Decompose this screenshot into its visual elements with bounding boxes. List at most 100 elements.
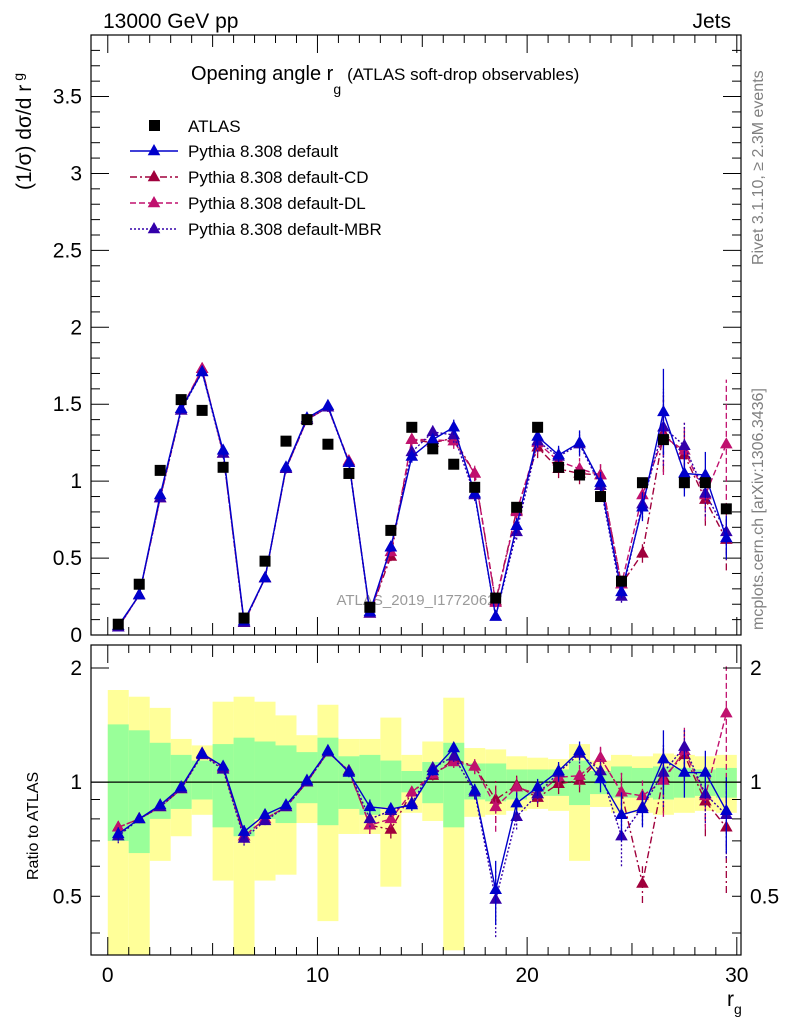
main-point [321, 398, 335, 410]
main-point [447, 420, 461, 432]
ratio-point [720, 803, 733, 816]
data-point [385, 524, 397, 536]
ratio-point [426, 764, 440, 776]
legend-label: Pythia 8.308 default-CD [188, 168, 369, 187]
header-right-label: Jets [692, 10, 731, 33]
data-point [678, 477, 690, 489]
ratio-y-axis-label: Ratio to ATLAS [25, 772, 42, 880]
ratio-point [279, 798, 293, 810]
mcplots-reference-label: mcplots.cern.ch [arXiv:1306.3436] [750, 388, 767, 630]
ratio-point [636, 876, 649, 888]
header-left-label: 13000 GeV pp [103, 10, 238, 33]
data-point [448, 458, 460, 470]
data-point [154, 464, 166, 476]
x-axis-label: rg [727, 988, 742, 1017]
ratio-point [195, 746, 209, 758]
main-series [111, 361, 733, 632]
ratio-point [384, 811, 398, 824]
data-point [615, 575, 627, 587]
data-point [343, 467, 355, 479]
y-tick-label: 1.5 [53, 393, 82, 416]
ratio-series-line [117, 713, 728, 838]
ratio-point [405, 785, 419, 797]
data-point [553, 461, 565, 473]
axes: 0 10 20 30 0 0.5 1 1.5 2 2.5 3 3.5 0.5 0.5 1 1 2 2 [53, 34, 779, 987]
ratio-inner-band [464, 763, 486, 800]
main-point [594, 475, 607, 487]
main-point [132, 588, 146, 600]
ratio-point [363, 799, 377, 812]
ratio-y-tick-label-right: 2 [750, 657, 762, 680]
ratio-point [174, 780, 188, 792]
ratio-point [468, 759, 482, 771]
ratio-point [678, 739, 691, 751]
main-point [426, 424, 440, 437]
main-point [405, 432, 419, 444]
legend-marker [147, 144, 161, 156]
main-point [384, 540, 398, 552]
ratio-inner-band [380, 760, 402, 807]
data-point [217, 461, 229, 473]
ratio-point [489, 882, 502, 895]
main-point [405, 449, 419, 461]
ratio-point [237, 824, 251, 836]
ratio-series-group [111, 730, 733, 925]
ratio-y-tick-label-right: 1 [750, 771, 762, 794]
data-point [574, 469, 586, 481]
legend-marker [147, 170, 161, 182]
ratio-point [531, 780, 544, 792]
y-tick-label: 0 [70, 624, 82, 647]
y-tick-label: 0.5 [53, 547, 82, 570]
ratio-point [405, 798, 419, 810]
ratio-inner-band [128, 730, 150, 854]
main-point [615, 584, 628, 597]
main-point [279, 460, 293, 472]
ratio-point [111, 820, 125, 832]
main-frame [90, 34, 742, 636]
data-point [490, 592, 502, 604]
ratio-point [636, 801, 649, 814]
y-tick-label: 1 [70, 470, 82, 493]
ratio-point [321, 743, 335, 755]
ratio-point [657, 752, 670, 764]
data-point [469, 481, 481, 493]
analysis-watermark: ATLAS_2019_I1772062 [336, 592, 495, 609]
main-point [342, 455, 356, 467]
main-point [636, 546, 649, 558]
data-point [322, 438, 334, 450]
main-point [657, 404, 670, 417]
ratio-point [342, 765, 356, 777]
main-point [552, 448, 565, 460]
main-point [531, 429, 544, 441]
legend-marker [147, 222, 161, 234]
data-point [699, 477, 711, 489]
ratio-inner-band [233, 737, 255, 837]
data-point [657, 434, 669, 446]
ratio-point [384, 801, 398, 814]
x-tick-label: 0 [102, 964, 114, 987]
main-point [258, 571, 272, 583]
ratio-point [258, 807, 272, 820]
ratio-point [510, 796, 523, 808]
main-point [720, 437, 733, 449]
y-tick-label: 2 [70, 316, 82, 339]
data-point [427, 443, 439, 455]
ratio-point [594, 771, 607, 784]
main-point [678, 466, 691, 478]
main-point [174, 401, 188, 414]
data-point [595, 491, 607, 503]
ratio-inner-band [212, 744, 234, 828]
ratio-point [216, 759, 230, 771]
data-point [406, 421, 418, 433]
ratio-point [489, 799, 502, 812]
ratio-point [615, 785, 628, 797]
main-series-line [117, 370, 727, 627]
main-point [426, 432, 440, 444]
legend-marker [147, 196, 161, 208]
ratio-plot [111, 666, 733, 938]
main-point [636, 500, 649, 512]
ratio-point [573, 768, 586, 780]
main-point [468, 466, 482, 478]
y-tick-label: 3 [70, 162, 82, 185]
